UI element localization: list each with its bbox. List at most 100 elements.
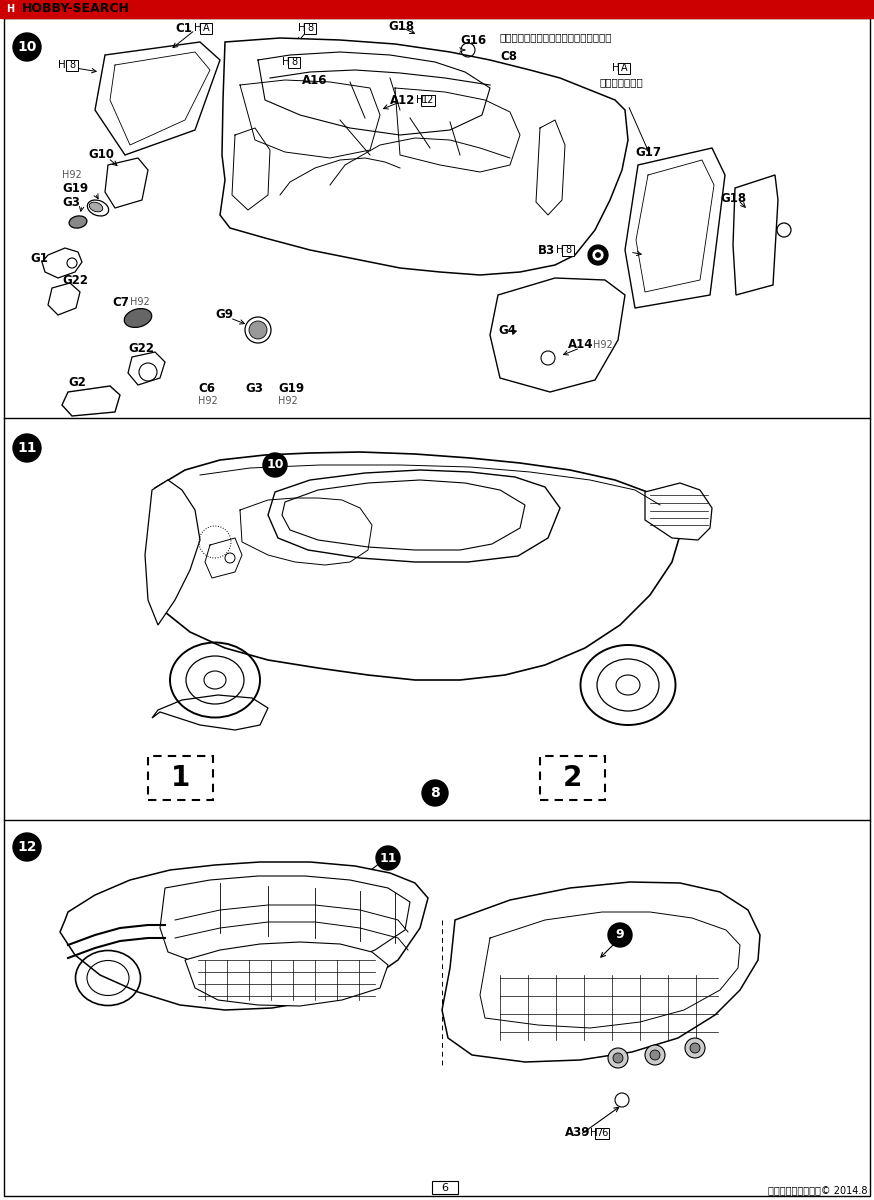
Polygon shape bbox=[220, 38, 628, 275]
Circle shape bbox=[690, 1043, 700, 1054]
Polygon shape bbox=[105, 158, 148, 208]
Text: G1: G1 bbox=[30, 252, 48, 264]
Polygon shape bbox=[62, 386, 120, 416]
Bar bbox=[432, 1181, 458, 1194]
Polygon shape bbox=[625, 148, 725, 308]
Text: フロントボディ: フロントボディ bbox=[600, 77, 644, 86]
Text: C1: C1 bbox=[175, 22, 192, 35]
Bar bbox=[3, 2, 18, 16]
Circle shape bbox=[376, 846, 400, 870]
Text: H: H bbox=[194, 23, 202, 32]
Polygon shape bbox=[185, 942, 388, 1006]
Text: 11: 11 bbox=[379, 852, 397, 864]
Text: G19: G19 bbox=[62, 181, 88, 194]
Text: H92: H92 bbox=[62, 170, 82, 180]
Circle shape bbox=[592, 248, 604, 260]
Text: G18: G18 bbox=[388, 20, 414, 34]
Polygon shape bbox=[160, 876, 410, 972]
Text: H: H bbox=[298, 23, 306, 32]
Text: G9: G9 bbox=[215, 308, 233, 322]
Text: G19: G19 bbox=[278, 383, 304, 396]
Circle shape bbox=[588, 245, 608, 265]
Text: G3: G3 bbox=[62, 196, 80, 209]
Text: G4: G4 bbox=[498, 324, 516, 336]
Text: H: H bbox=[416, 95, 424, 104]
Bar bbox=[540, 756, 605, 800]
Text: H92: H92 bbox=[278, 396, 298, 406]
Text: H92: H92 bbox=[593, 340, 613, 350]
Polygon shape bbox=[60, 862, 428, 1010]
Text: B3: B3 bbox=[538, 244, 555, 257]
Text: 8: 8 bbox=[565, 245, 571, 254]
Polygon shape bbox=[152, 452, 680, 680]
Polygon shape bbox=[282, 480, 525, 550]
Text: H: H bbox=[612, 62, 620, 73]
Polygon shape bbox=[645, 482, 712, 540]
Text: H: H bbox=[282, 56, 290, 67]
Text: 9: 9 bbox=[615, 929, 624, 942]
Polygon shape bbox=[442, 882, 760, 1062]
Text: 8: 8 bbox=[291, 56, 297, 67]
Text: C6: C6 bbox=[198, 383, 215, 396]
Text: A: A bbox=[621, 62, 628, 73]
Ellipse shape bbox=[89, 202, 103, 212]
Bar bbox=[200, 23, 212, 34]
Circle shape bbox=[13, 32, 41, 61]
Text: C8: C8 bbox=[500, 50, 517, 64]
Circle shape bbox=[645, 1045, 665, 1066]
Text: 8: 8 bbox=[307, 23, 313, 32]
Bar bbox=[304, 23, 316, 34]
Circle shape bbox=[263, 452, 287, 476]
Text: 10: 10 bbox=[17, 40, 37, 54]
Circle shape bbox=[245, 317, 271, 343]
Circle shape bbox=[685, 1038, 705, 1058]
Circle shape bbox=[613, 1054, 623, 1063]
Polygon shape bbox=[268, 470, 560, 562]
Circle shape bbox=[13, 434, 41, 462]
Text: G22: G22 bbox=[128, 342, 154, 354]
Text: 8: 8 bbox=[69, 60, 75, 70]
Circle shape bbox=[13, 833, 41, 862]
Circle shape bbox=[422, 780, 448, 806]
Ellipse shape bbox=[69, 216, 87, 228]
Text: 2: 2 bbox=[563, 764, 582, 792]
Polygon shape bbox=[490, 278, 625, 392]
Bar bbox=[148, 756, 213, 800]
Text: 76: 76 bbox=[596, 1128, 608, 1138]
Text: G2: G2 bbox=[68, 376, 86, 389]
Text: A12: A12 bbox=[390, 94, 415, 107]
Text: A14: A14 bbox=[568, 338, 593, 352]
Text: （パテ等で埋め表面を平面にします。）: （パテ等で埋め表面を平面にします。） bbox=[500, 32, 613, 42]
Text: 11: 11 bbox=[17, 440, 37, 455]
Text: A16: A16 bbox=[302, 73, 328, 86]
Polygon shape bbox=[145, 480, 200, 625]
Text: G22: G22 bbox=[62, 274, 88, 287]
Circle shape bbox=[249, 320, 267, 338]
Text: H: H bbox=[58, 60, 66, 70]
Polygon shape bbox=[48, 283, 80, 314]
Text: C7: C7 bbox=[112, 295, 128, 308]
Circle shape bbox=[608, 1048, 628, 1068]
Text: G17: G17 bbox=[635, 145, 661, 158]
Bar bbox=[562, 245, 574, 256]
Circle shape bbox=[608, 923, 632, 947]
Bar bbox=[421, 95, 435, 106]
Text: H92: H92 bbox=[130, 296, 149, 307]
Text: G16: G16 bbox=[460, 34, 486, 47]
Text: 1: 1 bbox=[171, 764, 191, 792]
Text: G3: G3 bbox=[245, 383, 263, 396]
Text: H92: H92 bbox=[198, 396, 218, 406]
Text: G10: G10 bbox=[88, 149, 114, 162]
Text: フジミ模型株式会社© 2014.8: フジミ模型株式会社© 2014.8 bbox=[768, 1186, 868, 1195]
Text: G18: G18 bbox=[720, 192, 746, 204]
Text: H: H bbox=[6, 4, 15, 14]
Ellipse shape bbox=[124, 308, 152, 328]
Text: 6: 6 bbox=[441, 1183, 448, 1193]
Bar bbox=[0, 0, 874, 18]
Polygon shape bbox=[95, 42, 220, 155]
Polygon shape bbox=[733, 175, 778, 295]
Text: 10: 10 bbox=[267, 458, 284, 472]
Text: 12: 12 bbox=[17, 840, 37, 854]
Text: 8: 8 bbox=[430, 786, 440, 800]
Bar bbox=[595, 1128, 609, 1139]
